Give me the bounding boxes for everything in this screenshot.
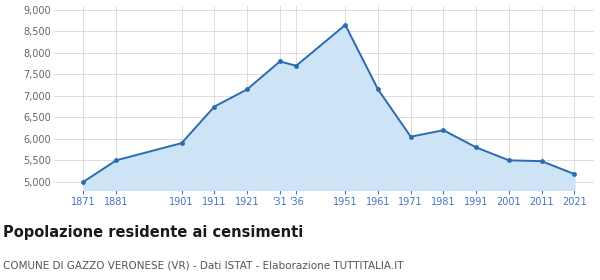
Text: COMUNE DI GAZZO VERONESE (VR) - Dati ISTAT - Elaborazione TUTTITALIA.IT: COMUNE DI GAZZO VERONESE (VR) - Dati IST… <box>3 261 404 271</box>
Text: Popolazione residente ai censimenti: Popolazione residente ai censimenti <box>3 225 303 240</box>
